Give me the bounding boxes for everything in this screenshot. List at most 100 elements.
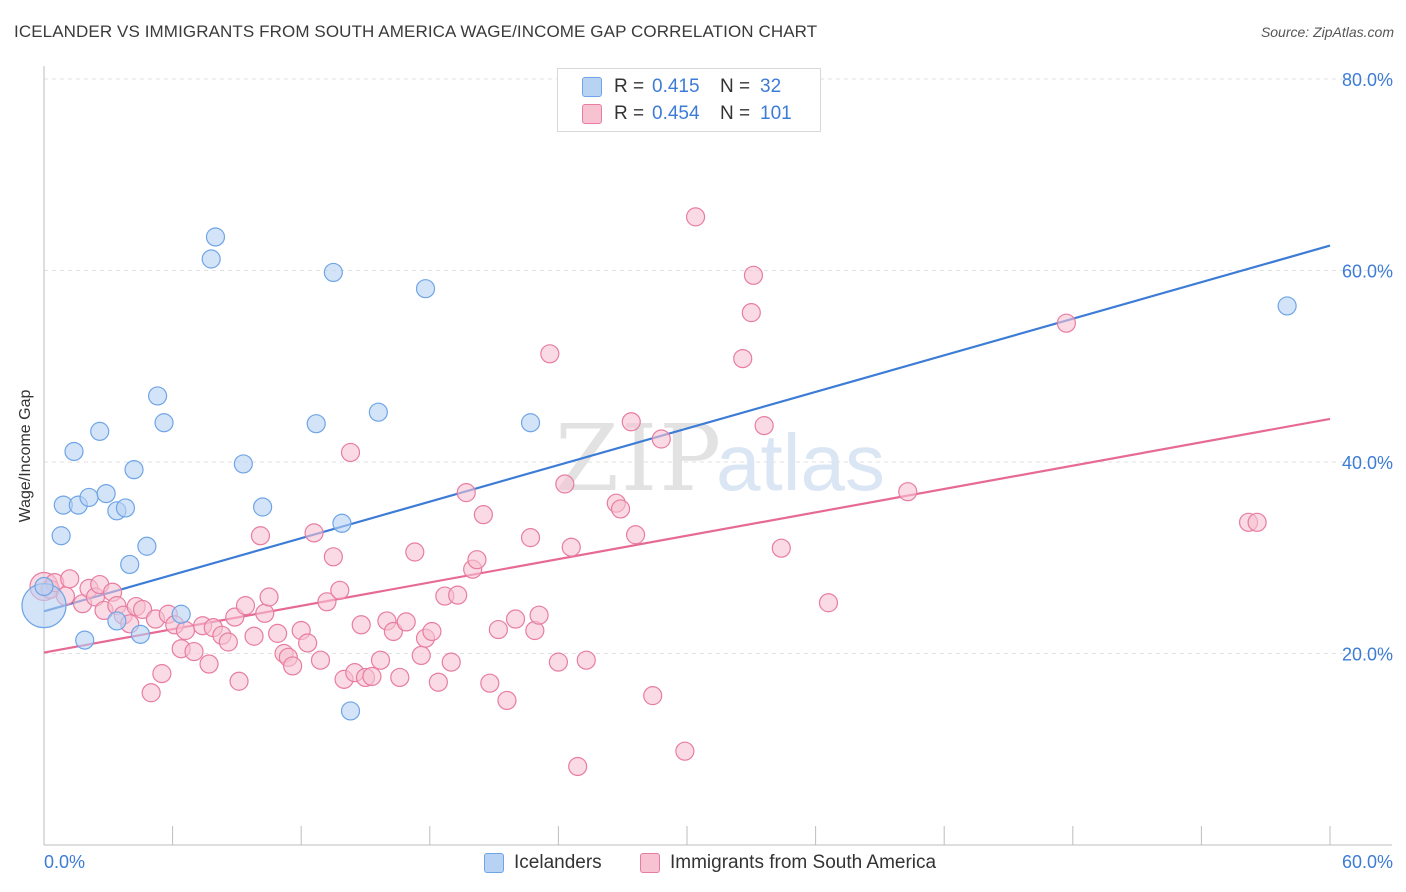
bottom-legend-label-icelanders: Icelanders (514, 852, 602, 873)
series-icelanders-points (21, 227, 1297, 721)
data-point (467, 550, 487, 570)
data-point (141, 683, 161, 703)
data-point (818, 593, 839, 613)
data-point (283, 656, 303, 676)
data-point (184, 641, 204, 662)
chart-title: ICELANDER VS IMMIGRANTS FROM SOUTH AMERI… (14, 22, 818, 41)
y-tick-label: 20.0% (1342, 645, 1393, 665)
data-point (621, 412, 641, 432)
data-point (233, 454, 253, 474)
legend-swatch-icelanders (582, 77, 602, 97)
data-point (253, 497, 273, 517)
data-point (152, 664, 172, 684)
data-point (304, 523, 324, 543)
data-point (733, 348, 753, 369)
watermark-atlas: atlas (716, 418, 885, 507)
legend-r-value: 0.454 (652, 103, 700, 124)
data-point (330, 580, 350, 600)
y-axis-label: Wage/Income Gap (17, 389, 34, 523)
data-point (520, 413, 541, 433)
data-point (1277, 296, 1297, 316)
bottom-legend-label-immigrants: Immigrants from South America (670, 852, 937, 873)
data-point (505, 609, 526, 629)
data-point (250, 526, 271, 546)
data-point (625, 525, 646, 545)
data-point (741, 303, 761, 323)
data-point (120, 554, 140, 575)
data-point (548, 652, 569, 672)
data-point (268, 623, 288, 643)
stats-legend: R = 0.415 N = 32 R = 0.454 N = 101 (557, 68, 821, 132)
data-point (147, 386, 168, 406)
data-point (60, 569, 80, 589)
legend-n-value: 32 (760, 76, 782, 97)
data-point (422, 621, 442, 642)
data-point (64, 441, 84, 462)
data-point (96, 483, 116, 504)
bottom-legend-swatch-immigrants (640, 853, 660, 873)
data-point (428, 672, 448, 692)
data-point (610, 499, 631, 519)
x-tick-min: 0.0% (44, 852, 86, 872)
trend-line-icelanders (43, 244, 1331, 613)
data-point (685, 207, 706, 227)
data-point (175, 620, 196, 641)
data-point (218, 632, 238, 652)
data-point (488, 619, 508, 640)
legend-row-icelanders: R = 0.415 N = 32 (582, 75, 781, 99)
data-point (576, 650, 596, 670)
data-point (743, 265, 764, 285)
data-point (205, 227, 226, 247)
legend-row-immigrants: R = 0.454 N = 101 (582, 102, 792, 126)
data-point (306, 414, 326, 434)
legend-r-label: R = (614, 76, 645, 97)
data-point (411, 645, 431, 666)
data-point (754, 416, 774, 436)
legend-n-label: N = (720, 76, 751, 97)
data-point (255, 603, 275, 623)
y-tick-label: 60.0% (1342, 262, 1393, 282)
data-point (229, 671, 249, 691)
data-point (370, 650, 391, 670)
data-point (199, 654, 219, 674)
data-point (79, 487, 99, 508)
series-immigrants-points (29, 207, 1267, 777)
data-point (675, 741, 695, 761)
data-point (362, 666, 382, 687)
data-point (244, 626, 264, 646)
y-tick-label: 40.0% (1342, 453, 1393, 473)
data-point (448, 585, 468, 605)
data-point (651, 429, 671, 449)
legend-n-value: 101 (760, 103, 792, 124)
data-point (323, 547, 343, 567)
data-point (415, 279, 436, 299)
legend-swatch-immigrants (582, 104, 602, 124)
data-point (1247, 512, 1267, 532)
legend-r-label: R = (614, 103, 645, 124)
data-point (323, 262, 343, 283)
data-point (75, 630, 95, 650)
data-point (310, 650, 331, 670)
data-point (132, 599, 153, 620)
y-tick-label: 80.0% (1342, 70, 1393, 90)
data-point (473, 505, 493, 525)
data-point (34, 576, 54, 597)
data-point (1056, 313, 1076, 333)
data-point (130, 624, 151, 644)
data-point (540, 344, 560, 364)
data-point (568, 756, 588, 777)
data-point (529, 605, 549, 625)
bottom-legend-icelanders: Icelanders (484, 850, 602, 876)
data-point (201, 249, 221, 269)
data-point (396, 612, 416, 632)
data-point (90, 421, 110, 441)
data-point (171, 604, 191, 624)
data-point (383, 621, 403, 642)
data-point (51, 526, 71, 546)
data-point (520, 528, 541, 548)
data-point (154, 413, 174, 433)
data-point (259, 587, 279, 607)
data-point (340, 701, 361, 721)
data-point (107, 611, 127, 631)
data-point (137, 536, 157, 556)
